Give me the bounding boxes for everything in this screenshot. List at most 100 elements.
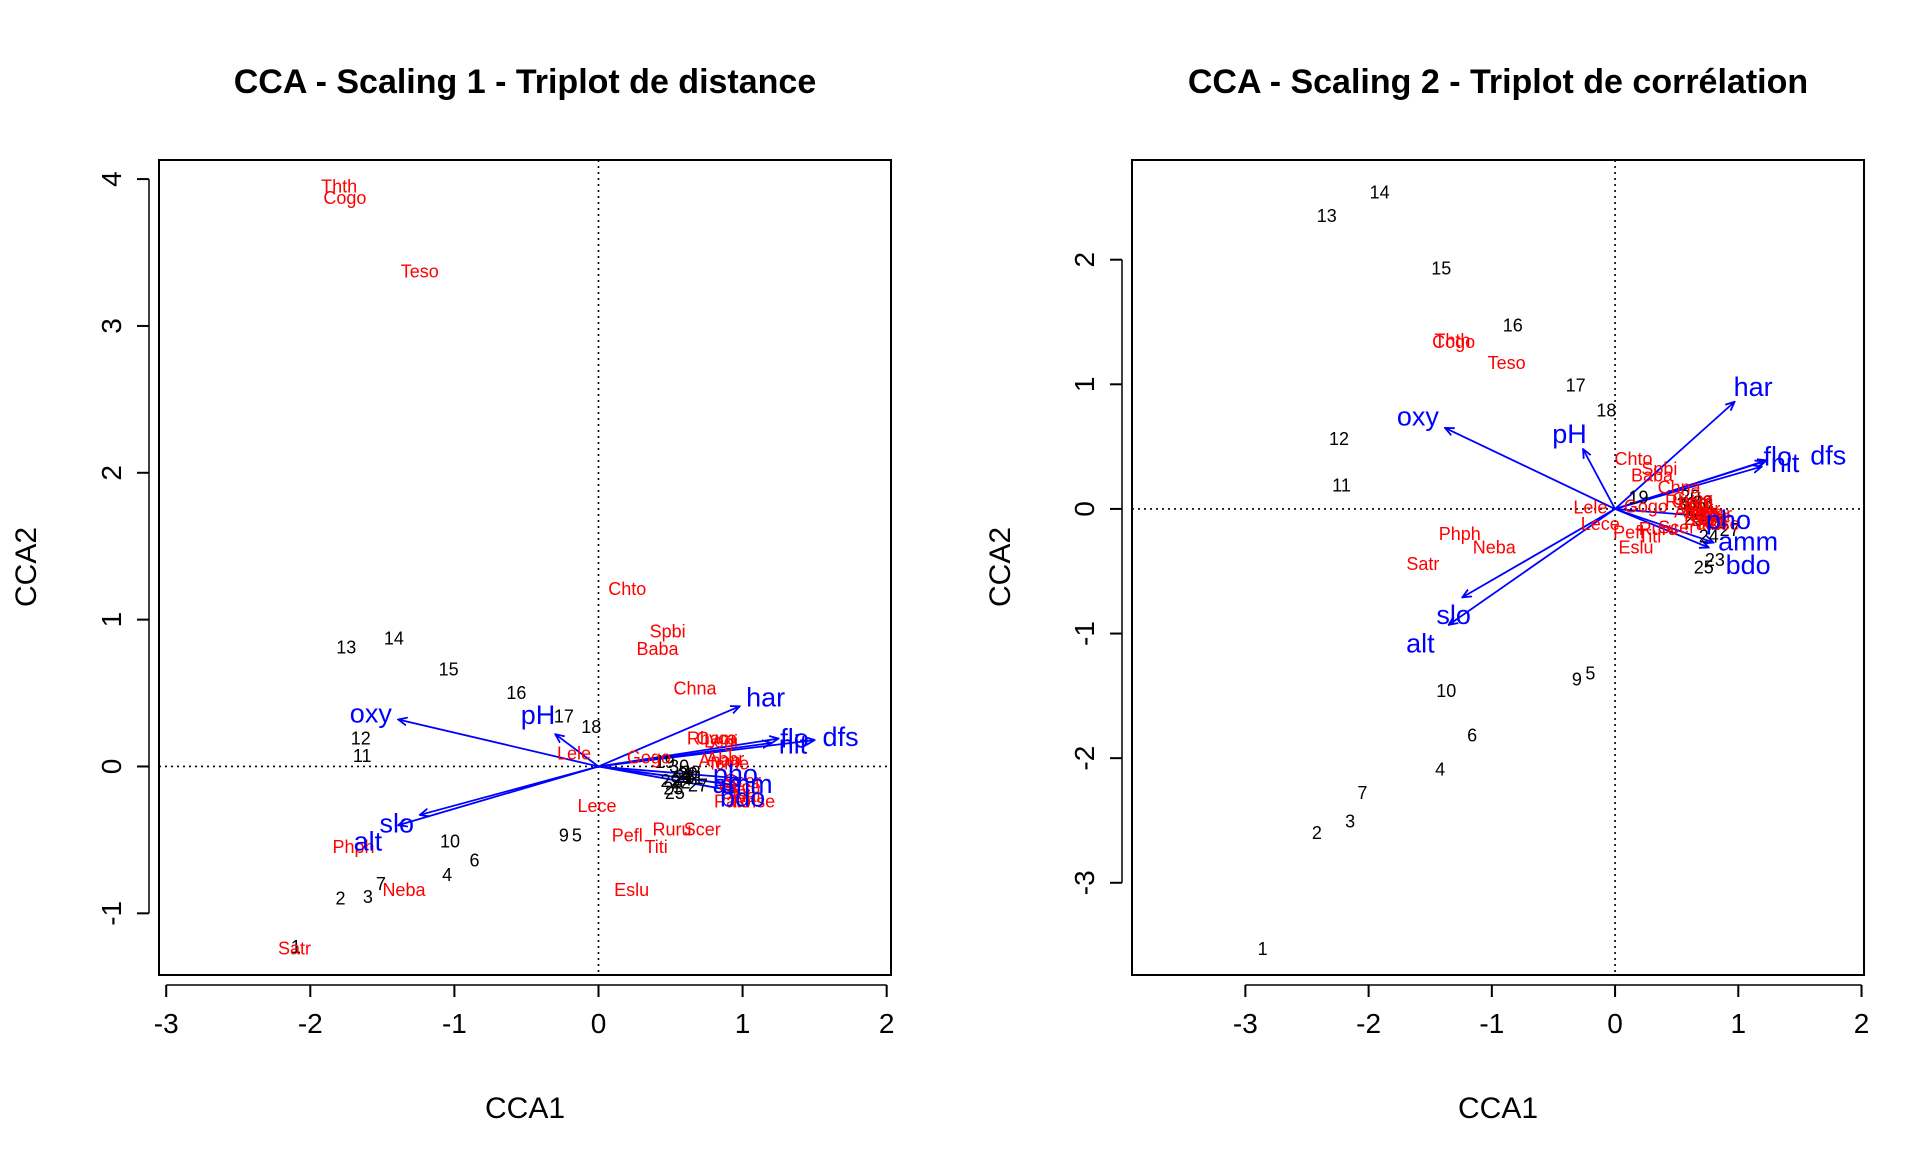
species-label-gyce: Gyce xyxy=(1689,506,1731,526)
species-label-cyca: Cyca xyxy=(696,729,738,749)
x-tick-label: 1 xyxy=(1731,1008,1747,1039)
env-label-flo: flo xyxy=(780,724,809,754)
site-label-14: 14 xyxy=(1370,182,1390,202)
y-axis-title: CCA2 xyxy=(984,527,1017,607)
species-label-legi: Legi xyxy=(1679,493,1713,513)
species-label-cyca: Cyca xyxy=(1672,489,1714,509)
site-label-30: 30 xyxy=(1677,494,1697,514)
env-label-pho: pho xyxy=(713,759,758,789)
species-label-pefl: Pefl xyxy=(612,825,643,845)
species-label-anan: Anan xyxy=(1674,501,1716,521)
species-label-titi: Titi xyxy=(1638,526,1661,546)
y-axis: -3 -2 -1 0 1 2 xyxy=(1069,252,1123,895)
site-label-7: 7 xyxy=(376,874,386,894)
site-label-11: 11 xyxy=(1332,475,1351,495)
site-label-23: 23 xyxy=(1705,550,1725,570)
env-label-nit: nit xyxy=(1771,448,1800,478)
species-label-anan: Anan xyxy=(699,751,741,771)
site-label-10: 10 xyxy=(1436,681,1456,701)
y-tick-label: 2 xyxy=(1069,252,1100,268)
species-label-neba: Neba xyxy=(1473,538,1517,558)
species-label-spbi: Spbi xyxy=(650,621,686,641)
env-label-flo: flo xyxy=(1763,442,1792,472)
species-label-thth: Thth xyxy=(1434,331,1470,351)
species-label-teso: Teso xyxy=(1488,353,1526,373)
site-label-17: 17 xyxy=(1566,376,1586,396)
x-axis-title: CCA1 xyxy=(1458,1092,1538,1125)
species-label-lece: Lece xyxy=(1581,514,1620,534)
site-label-20: 20 xyxy=(678,764,698,784)
site-label-29: 29 xyxy=(661,771,681,791)
site-label-5: 5 xyxy=(1585,663,1595,683)
site-label-27: 27 xyxy=(1720,520,1740,540)
env-label-alt: alt xyxy=(354,826,383,856)
env-arrows xyxy=(398,706,814,825)
site-label-25: 25 xyxy=(665,783,685,803)
site-label-24: 24 xyxy=(672,770,692,790)
site-label-2: 2 xyxy=(336,889,346,909)
species-label-thth: Thth xyxy=(321,176,357,196)
env-label-ph: pH xyxy=(521,700,556,730)
species-label-rham: Rham xyxy=(1665,491,1713,511)
env-label-har: har xyxy=(1734,372,1773,402)
species-label-pato: Pato xyxy=(1684,514,1721,534)
site-label-15: 15 xyxy=(1431,258,1451,278)
site-label-9: 9 xyxy=(559,825,569,845)
site-label-3: 3 xyxy=(1345,812,1355,832)
env-arrow-ph xyxy=(555,734,600,768)
env-label-oxy: oxy xyxy=(1397,402,1440,432)
env-arrow-alt xyxy=(1449,508,1616,625)
site-label-13: 13 xyxy=(1317,206,1337,226)
env-arrow-amm xyxy=(598,765,738,785)
species-label-satr: Satr xyxy=(278,939,311,959)
site-label-5: 5 xyxy=(572,825,582,845)
x-tick-label: 2 xyxy=(1854,1008,1870,1039)
species-label-icme: Icme xyxy=(1684,503,1723,523)
plot-frame xyxy=(158,159,892,976)
species-label-teso: Teso xyxy=(401,262,439,282)
site-label-26: 26 xyxy=(675,767,695,787)
site-label-4: 4 xyxy=(442,865,452,885)
species-label-baba: Baba xyxy=(1631,465,1674,485)
env-arrow-alt xyxy=(398,765,599,825)
y-tick-label: 1 xyxy=(96,612,127,628)
site-label-25: 25 xyxy=(1694,558,1714,578)
species-label-abbr: Abbr xyxy=(706,749,744,769)
x-tick-label: -2 xyxy=(1356,1008,1381,1039)
site-label-15: 15 xyxy=(439,660,459,680)
species-label-scer2: Scer xyxy=(1695,504,1732,524)
site-label-12: 12 xyxy=(1329,429,1349,449)
x-tick-label: -3 xyxy=(1233,1008,1258,1039)
env-label-dfs: dfs xyxy=(823,722,859,752)
species-label-blbj: Blbj xyxy=(1691,510,1721,530)
species-label-icme: Icme xyxy=(710,754,749,774)
species-label-lece: Lece xyxy=(578,796,617,816)
x-tick-label: -1 xyxy=(442,1008,467,1039)
site-label-22: 22 xyxy=(1699,505,1719,525)
site-label-4: 4 xyxy=(1435,759,1445,779)
y-tick-label: 3 xyxy=(96,318,127,334)
env-label-amm: amm xyxy=(1718,526,1778,556)
x-tick-label: -2 xyxy=(298,1008,323,1039)
site-label-14: 14 xyxy=(384,629,404,649)
x-tick-label: 2 xyxy=(879,1008,895,1039)
species-label-lele: Lele xyxy=(1573,498,1607,518)
site-label-7: 7 xyxy=(1357,783,1367,803)
env-label-slo: slo xyxy=(1436,600,1471,630)
site-label-2: 2 xyxy=(1312,823,1322,843)
species-label-rham: Rham xyxy=(687,729,735,749)
y-tick-label: 0 xyxy=(1069,501,1100,517)
x-tick-label: 1 xyxy=(735,1008,751,1039)
site-label-3: 3 xyxy=(363,887,373,907)
species-label-gogo: Gogo xyxy=(1624,496,1668,516)
species-label-gyce: Gyce xyxy=(719,777,761,797)
env-arrow-pho xyxy=(1614,508,1721,518)
chart-title: CCA - Scaling 1 - Triplot de distance xyxy=(234,63,817,101)
site-label-11: 11 xyxy=(353,746,372,766)
y-tick-label: 0 xyxy=(96,759,127,775)
species-label-phph: Phph xyxy=(333,837,375,857)
